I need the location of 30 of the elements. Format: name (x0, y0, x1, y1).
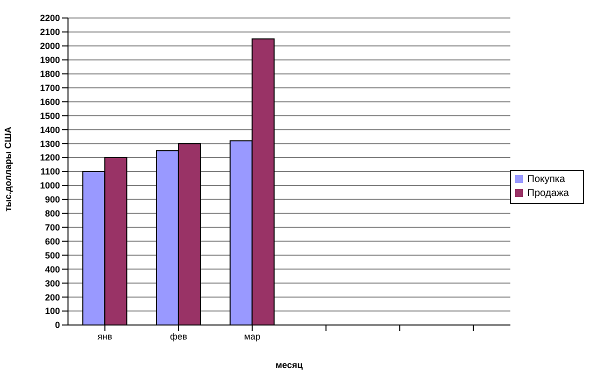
y-tick-label: 900 (44, 194, 60, 205)
y-tick-label: 1200 (40, 152, 60, 163)
y-tick-label: 1900 (40, 55, 60, 66)
y-tick-label: 2100 (40, 27, 60, 38)
y-tick-label: 600 (44, 236, 60, 246)
x-tick-label: мар (244, 331, 260, 342)
y-tick-label: 1100 (40, 166, 60, 177)
y-tick-label: 500 (44, 250, 60, 260)
y-tick-label: 700 (44, 222, 60, 233)
y-tick-label: 1000 (40, 180, 60, 191)
y-tick-label: 400 (44, 264, 60, 274)
y-tick-label: 100 (44, 306, 60, 316)
legend-label: Покупка (527, 174, 566, 185)
y-tick-label: 2200 (40, 13, 60, 24)
y-tick-label: 1300 (40, 138, 60, 149)
y-tick-label: 1700 (40, 82, 60, 93)
y-tick-label: 1500 (40, 110, 60, 121)
y-tick-label: 300 (44, 278, 60, 288)
y-tick-label: 0 (54, 320, 60, 330)
x-tick-label: фев (170, 331, 188, 342)
y-tick-label: 1600 (40, 96, 60, 107)
y-tick-label: 800 (44, 208, 60, 219)
y-tick-label: 200 (44, 292, 60, 302)
legend-label: Продажа (527, 188, 569, 199)
y-tick-label: 1800 (40, 69, 60, 80)
y-tick-label: 2000 (40, 41, 60, 52)
x-tick-label: янв (98, 331, 112, 342)
x-axis-title: месяц (275, 360, 304, 370)
y-axis-title: тыс.доллары США (3, 126, 14, 212)
y-tick-label: 1400 (40, 124, 60, 135)
